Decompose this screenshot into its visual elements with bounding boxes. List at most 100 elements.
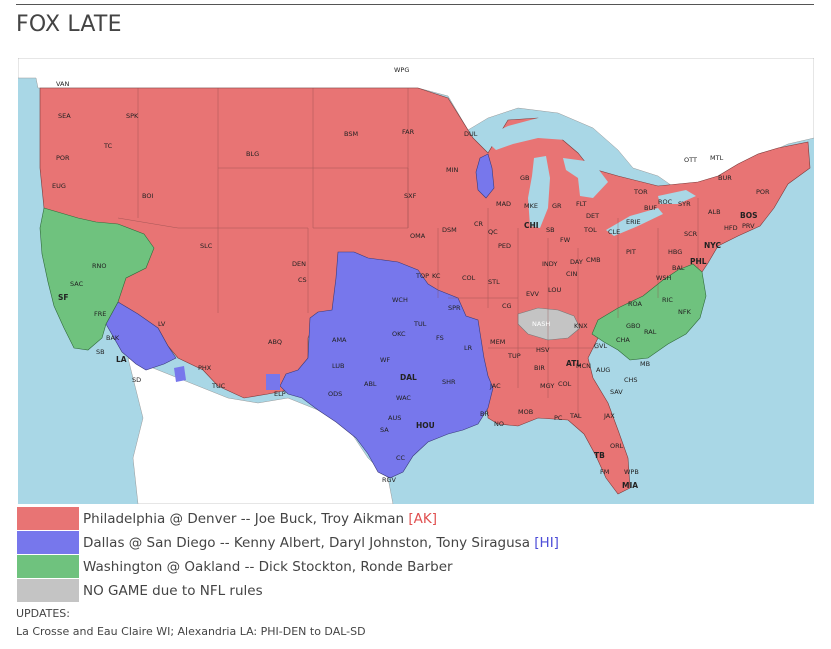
city-label: MTL — [710, 154, 724, 162]
city-label: SPK — [126, 112, 139, 120]
city-label: ROC — [658, 198, 673, 206]
city-label: WAC — [396, 394, 411, 402]
updates-text: La Crosse and Eau Claire WI; Alexandria … — [16, 625, 366, 638]
city-label: TUP — [507, 352, 521, 360]
city-label: TOR — [633, 188, 648, 196]
city-label: BLG — [246, 150, 259, 158]
legend: Philadelphia @ Denver -- Joe Buck, Troy … — [17, 507, 815, 603]
city-label: BUR — [718, 174, 732, 182]
lake-michigan — [528, 156, 550, 228]
city-label: SYR — [678, 200, 691, 208]
city-label: WPG — [394, 66, 409, 74]
city-label: CR — [474, 220, 484, 228]
city-label: COL — [558, 380, 572, 388]
city-label: RIC — [662, 296, 673, 304]
city-label: PED — [498, 242, 511, 250]
state-borders — [117, 88, 699, 418]
region-washington-oakland-east — [591, 263, 707, 361]
city-label: GVL — [594, 342, 607, 350]
city-label: AUG — [596, 366, 610, 374]
city-label: BUF — [644, 204, 657, 212]
legend-item-washington-oakland: Washington @ Oakland -- Dick Stockton, R… — [17, 555, 815, 578]
lake-erie — [606, 208, 663, 236]
city-label: TOL — [583, 226, 597, 234]
region-dallas-sandiego-wi — [475, 153, 495, 199]
city-label: ODS — [328, 390, 342, 398]
city-label: SA — [380, 426, 389, 434]
city-label: MEM — [490, 338, 505, 346]
city-label: LA — [116, 355, 127, 364]
city-label: LV — [158, 320, 166, 328]
city-label: SXF — [404, 192, 417, 200]
city-label: INDY — [542, 260, 557, 268]
city-label: SCR — [684, 230, 698, 238]
city-label: FRE — [94, 310, 106, 318]
city-label: PRV — [742, 222, 755, 230]
city-label: TUL — [413, 320, 427, 328]
city-label: FM — [600, 468, 609, 476]
city-label: STL — [488, 278, 500, 286]
legend-swatch-blue — [17, 531, 79, 554]
hawaii-tag: [HI] — [534, 534, 559, 551]
city-label: TC — [103, 142, 113, 150]
city-label: PHL — [690, 257, 707, 266]
city-label: GB — [520, 174, 530, 182]
city-label: OKC — [392, 330, 406, 338]
city-label: EUG — [52, 182, 66, 190]
city-label: DSM — [442, 226, 457, 234]
city-label: LOU — [548, 286, 562, 294]
city-label: MIN — [446, 166, 459, 174]
city-labels: VAN WPG SEA SPK POR TC EUG BOI BSM FAR D… — [52, 66, 770, 490]
city-label: ROA — [628, 300, 643, 308]
city-label: WF — [380, 356, 390, 364]
lake-ontario — [658, 190, 696, 204]
legend-swatch-gray — [17, 579, 79, 602]
region-dallas-sandiego-az — [174, 366, 186, 382]
city-label: SF — [58, 293, 69, 302]
region-dallas-sandiego-west — [105, 301, 177, 371]
city-label: MKE — [524, 202, 538, 210]
city-label: PIT — [626, 248, 636, 256]
city-label: MB — [640, 360, 650, 368]
city-label: BR — [480, 410, 489, 418]
city-label: SPR — [448, 304, 461, 312]
city-label: RNO — [92, 262, 107, 270]
city-label: FAR — [402, 128, 415, 136]
city-label: GBO — [626, 322, 641, 330]
city-label: JAC — [489, 382, 501, 390]
city-label: HBG — [668, 248, 682, 256]
alaska-tag: [AK] — [408, 510, 438, 527]
city-label: MGY — [540, 382, 554, 390]
city-label: POR — [756, 188, 770, 196]
updates-heading: UPDATES: — [16, 607, 70, 620]
lake-superior — [483, 118, 578, 150]
city-label: TAL — [569, 412, 582, 420]
city-label: CC — [396, 454, 406, 462]
city-label: PHX — [198, 364, 212, 372]
city-label: CHA — [616, 336, 630, 344]
legend-label: NO GAME due to NFL rules — [83, 582, 263, 599]
city-label: RAL — [644, 328, 657, 336]
city-label: CG — [502, 302, 512, 310]
city-label: WSH — [656, 274, 672, 282]
city-label: DET — [586, 212, 599, 220]
city-label: HOU — [416, 421, 435, 430]
city-label: MCN — [576, 362, 591, 370]
city-label: KNX — [574, 322, 588, 330]
city-label: SB — [546, 226, 555, 234]
city-label: MOB — [518, 408, 533, 416]
city-label: HSV — [536, 346, 550, 354]
city-label: ERIE — [626, 218, 641, 226]
city-label: SHR — [442, 378, 456, 386]
city-label: BAL — [672, 264, 685, 272]
legend-label: Dallas @ San Diego -- Kenny Albert, Dary… — [83, 534, 559, 551]
city-label: AUS — [388, 414, 401, 422]
city-label: ABL — [364, 380, 377, 388]
city-label: RGV — [382, 476, 397, 484]
city-label: BSM — [344, 130, 358, 138]
city-label: CHI — [524, 221, 539, 230]
city-label: OMA — [410, 232, 426, 240]
city-label: BAK — [106, 334, 120, 342]
city-label: TUC — [211, 382, 226, 390]
city-label: SLC — [200, 242, 213, 250]
